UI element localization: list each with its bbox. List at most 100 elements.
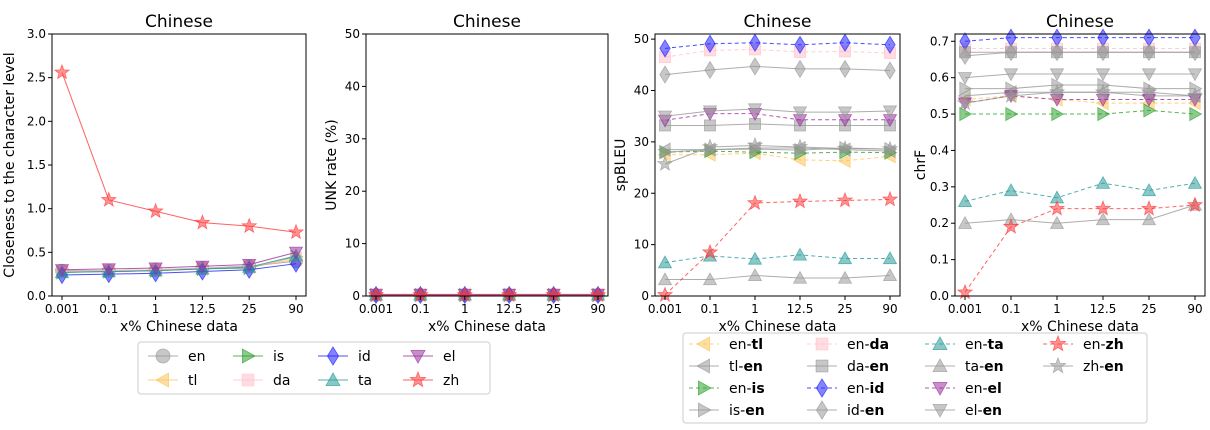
data-point-zh-2: [147, 202, 164, 219]
series-line-id-en: [964, 51, 1195, 57]
data-point-en-ta-4: [1141, 183, 1157, 197]
legend-marker-ta: [325, 372, 341, 387]
data-point-en-id-3: [794, 35, 806, 55]
legend-label: is: [273, 349, 284, 365]
x-tick-label: 90: [1187, 302, 1202, 316]
data-point-en-is-3: [1097, 106, 1111, 122]
x-tick-label: 0.001: [648, 302, 682, 316]
x-tick-label: 0.1: [1001, 302, 1020, 316]
y-axis-label: spBLEU: [613, 139, 629, 192]
legend-label-bold: zh: [1106, 337, 1124, 353]
data-point-el-3: [195, 260, 210, 274]
data-point-zh-en-0: [656, 155, 674, 171]
legend-label-prefix: en-: [1083, 337, 1106, 353]
legend-label-bold: en: [865, 403, 884, 419]
series-zh-en: [656, 136, 899, 171]
legend-label-prefix: tl-: [729, 359, 743, 375]
chart-title: Chinese: [145, 12, 213, 32]
series-line-en-id: [964, 37, 1195, 42]
legend-item-da-en: da-en: [807, 359, 889, 375]
legend-label-prefix: is-: [729, 403, 745, 419]
legend-label: el-en: [965, 403, 1002, 419]
series-en: [55, 254, 303, 278]
data-point-en-is-4: [1143, 103, 1157, 118]
data-point-el-0: [54, 264, 70, 278]
data-point-zh-en-5: [881, 140, 899, 157]
x-axis-label: x% Chinese data: [428, 319, 546, 335]
data-point-id-en-4: [839, 59, 851, 79]
data-point-en-zh-5: [1186, 196, 1204, 213]
legend-item-en-is: en-is: [689, 380, 765, 397]
data-point-el-5: [288, 246, 304, 260]
legend-marker-is: [241, 348, 256, 364]
legend-label: en: [188, 349, 206, 365]
data-point-en-ta-0: [657, 255, 673, 269]
data-point-en-zh-4: [836, 191, 854, 208]
data-point-zh-en-5: [1186, 87, 1204, 103]
legend-marker-tl-en: [696, 358, 710, 374]
series-en-ta: [657, 247, 898, 269]
legend-marker-zh: [409, 370, 427, 388]
legend-label: zh: [443, 373, 459, 389]
data-point-zh-en-3: [791, 138, 809, 154]
data-point-en-zh-2: [1048, 200, 1066, 216]
y-axis-label: Closeness to the character level: [2, 52, 18, 277]
plot-frame: [954, 33, 1206, 297]
series-en-zh: [956, 196, 1204, 300]
legend-marker-el: [410, 349, 426, 364]
data-point-en-is-0: [959, 106, 973, 122]
data-point-en-zh-5: [881, 190, 899, 207]
data-point-id-en-1: [1005, 42, 1017, 62]
data-point-en-id-0: [659, 39, 671, 58]
data-point-zh-en-4: [1140, 83, 1158, 100]
data-point-en-zh-1: [701, 243, 719, 260]
data-point-id-en-5: [884, 61, 896, 80]
x-tick-label: 0.1: [99, 302, 118, 316]
y-tick-label: 40: [634, 84, 649, 98]
legend-label: en-is: [729, 381, 765, 397]
legend-label-prefix: id-: [847, 403, 865, 419]
data-point-zh-en-2: [1048, 83, 1066, 100]
series-line-zh: [61, 72, 297, 233]
legend-label: en-ta: [965, 337, 1004, 353]
y-tick-label: 0.4: [930, 143, 949, 157]
series-line-en-is: [664, 150, 891, 154]
data-point-zh-4: [240, 217, 258, 234]
data-point-en-zh-4: [1140, 200, 1158, 216]
data-point-el-en-1: [1003, 68, 1019, 82]
y-tick-label: 0.6: [930, 71, 949, 85]
legend-marker-en-is: [698, 380, 712, 396]
legend-label-bold: is: [752, 381, 765, 397]
data-point-el-2: [148, 262, 163, 276]
legend-label: tl-en: [729, 359, 763, 375]
legend-label-bold: da: [870, 337, 889, 353]
data-point-el-en-2: [747, 103, 763, 117]
data-point-ta-en-5: [882, 268, 898, 282]
data-point-zh-en-3: [1094, 83, 1112, 100]
data-point-el-en-0: [657, 110, 673, 124]
chart-panel-2: 0 10 20 30 40 50 0.001 0.1 1 12.5 25 90 Chinese x% Ch…: [324, 12, 609, 335]
data-point-el-en-0: [957, 72, 973, 85]
y-tick-label: 0.0: [27, 289, 46, 303]
legend-label-prefix: en-: [847, 381, 870, 397]
series-line-ta: [61, 255, 297, 273]
data-point-en-is-1: [1005, 106, 1019, 122]
data-point-zh-3: [194, 214, 211, 230]
data-point-id-en-3: [1097, 42, 1109, 62]
data-point-zh-en-2: [746, 136, 764, 153]
series-line-zh-en: [664, 144, 891, 165]
data-point-en-ta-1: [1003, 183, 1019, 197]
y-tick-label: 30: [634, 135, 649, 149]
data-point-zh-en-0: [956, 94, 974, 111]
legend-label-prefix: en-: [729, 337, 752, 353]
x-tick-label: 12.5: [189, 302, 216, 316]
legend-label-prefix: ta-: [965, 359, 984, 375]
data-point-ta-en-4: [837, 270, 853, 284]
data-point-en-ta-0: [957, 194, 973, 207]
series-en-id: [959, 28, 1201, 51]
legend-item-el-en: el-en: [925, 403, 1002, 419]
y-tick-label: 1.0: [27, 202, 46, 216]
data-point-en-ta-3: [792, 247, 808, 261]
series-id-en: [659, 57, 896, 84]
